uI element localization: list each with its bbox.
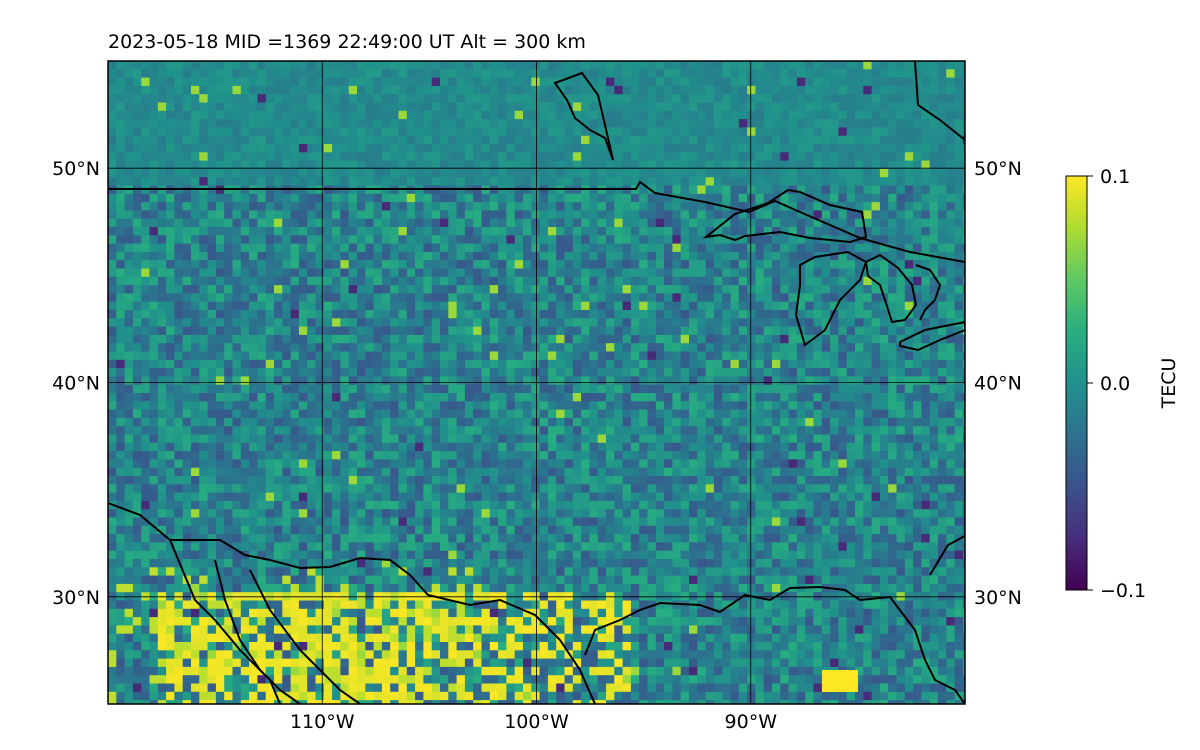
colorbar-tick-label: 0.1 xyxy=(1100,166,1130,188)
lon-label: 90°W xyxy=(725,711,778,733)
longitude-labels: 110°W 100°W 90°W xyxy=(290,711,777,733)
lake-huron xyxy=(864,253,918,324)
lat-label-right: 30°N xyxy=(974,587,1022,609)
baja-peninsula xyxy=(214,559,301,704)
lake-superior xyxy=(702,188,868,244)
colorbar-tick-label: 0.0 xyxy=(1100,373,1130,395)
lake-erie xyxy=(899,320,965,352)
latitude-labels-left: 50°N 40°N 30°N xyxy=(52,158,100,609)
lon-label: 110°W xyxy=(290,711,355,733)
latitude-labels-right: 50°N 40°N 30°N xyxy=(974,158,1022,609)
colorbar-gradient xyxy=(1065,175,1088,591)
graticule xyxy=(108,61,965,704)
colorbar-ticks: 0.1 0.0 −0.1 xyxy=(1087,166,1146,602)
lat-label-left: 30°N xyxy=(52,587,100,609)
colorbar-tick-label: −0.1 xyxy=(1100,580,1146,602)
lake-michigan xyxy=(794,250,868,347)
lat-label-left: 40°N xyxy=(52,373,100,395)
lon-label: 100°W xyxy=(504,711,569,733)
florida-coast xyxy=(929,535,965,576)
ontario-coast xyxy=(914,61,965,141)
gulf-coast xyxy=(584,585,965,704)
lat-label-right: 50°N xyxy=(974,158,1022,180)
coastlines xyxy=(108,61,965,704)
lat-label-left: 50°N xyxy=(52,158,100,180)
gulf-california-coast xyxy=(170,539,596,704)
map-title: 2023-05-18 MID =1369 22:49:00 UT Alt = 3… xyxy=(108,31,586,53)
michigan-thumb xyxy=(915,264,942,321)
lat-label-right: 40°N xyxy=(974,373,1022,395)
colorbar: 0.1 0.0 −0.1 TECU xyxy=(1065,166,1180,602)
map-frame xyxy=(107,60,966,705)
colorbar-label: TECU xyxy=(1158,358,1180,410)
james-bay xyxy=(553,71,614,161)
tec-raster xyxy=(108,61,965,704)
us-canada-border xyxy=(108,180,965,263)
